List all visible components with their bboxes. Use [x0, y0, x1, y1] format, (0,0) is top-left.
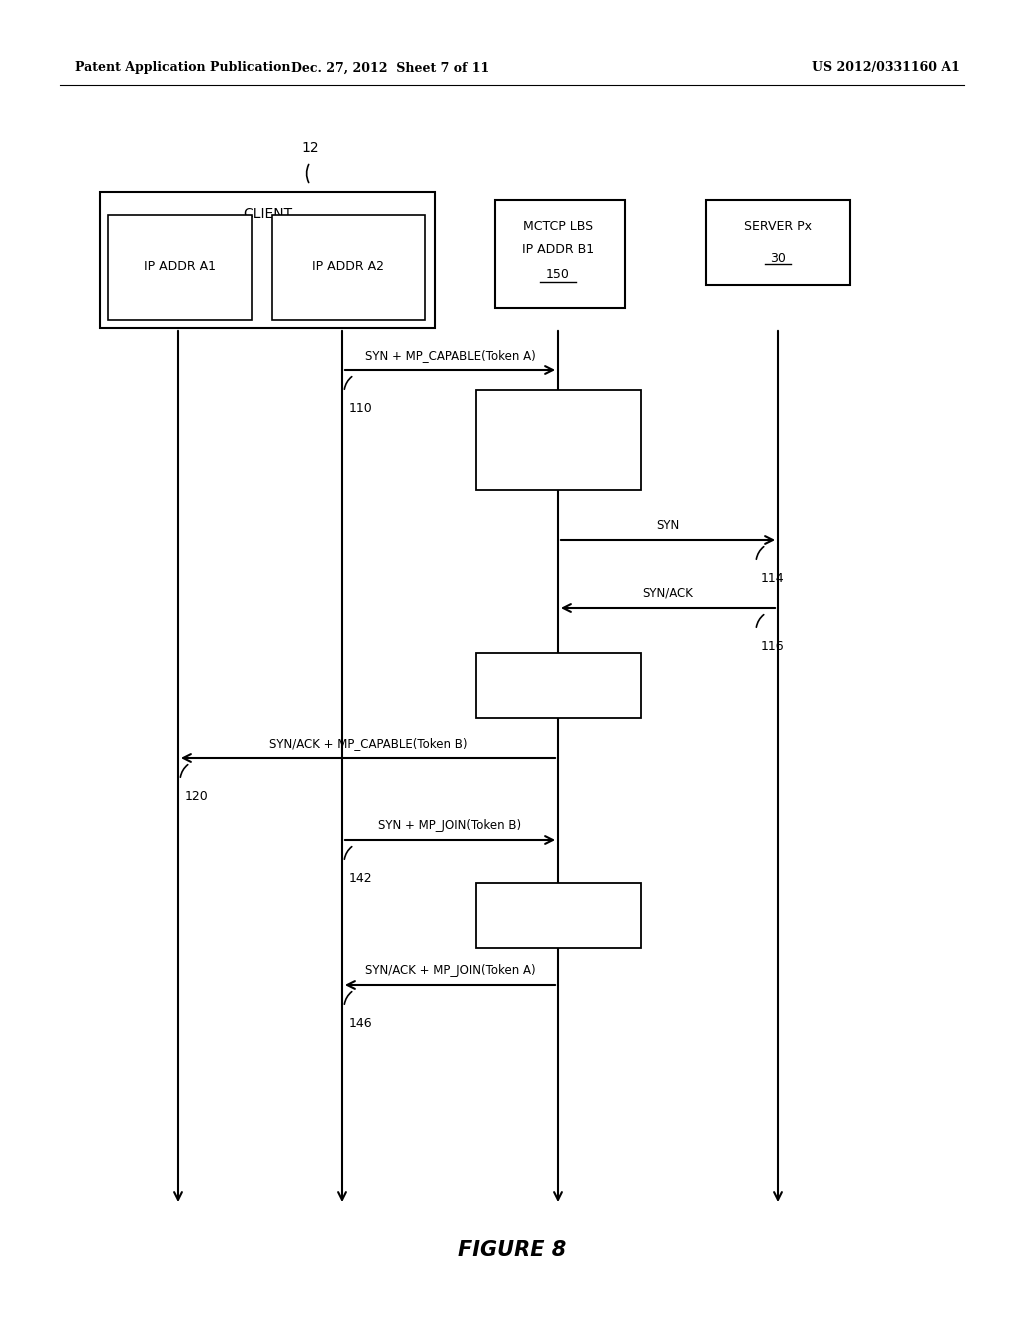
Bar — [706, 201, 850, 285]
Text: SYN/ACK + MP_CAPABLE(Token B): SYN/ACK + MP_CAPABLE(Token B) — [268, 737, 467, 750]
Text: MCTCP LBS: MCTCP LBS — [523, 220, 593, 234]
Text: 150: 150 — [546, 268, 570, 281]
Bar — [272, 215, 425, 319]
Text: CREATE SESSION: CREATE SESSION — [505, 446, 611, 459]
Bar — [108, 215, 252, 319]
Text: 110: 110 — [349, 403, 373, 414]
Text: FIND SESSION: FIND SESSION — [514, 669, 602, 681]
Text: 118: 118 — [546, 692, 570, 705]
Text: 116: 116 — [761, 640, 784, 653]
Bar — [475, 652, 640, 718]
Text: FIND SESSION: FIND SESSION — [514, 899, 602, 912]
Text: IP ADDR A2: IP ADDR A2 — [312, 260, 384, 273]
Bar — [100, 191, 435, 327]
Text: FIGURE 8: FIGURE 8 — [458, 1239, 566, 1261]
Text: SYN/ACK + MP_JOIN(Token A): SYN/ACK + MP_JOIN(Token A) — [365, 964, 536, 977]
Text: 30: 30 — [770, 252, 786, 265]
Text: Dec. 27, 2012  Sheet 7 of 11: Dec. 27, 2012 Sheet 7 of 11 — [291, 62, 489, 74]
Text: 146: 146 — [349, 1016, 373, 1030]
Text: SERVER Px: SERVER Px — [744, 220, 812, 234]
Bar — [495, 201, 625, 308]
Text: 112: 112 — [546, 467, 569, 480]
Text: 120: 120 — [185, 789, 209, 803]
Bar — [475, 883, 640, 948]
Text: SERVER Px;: SERVER Px; — [522, 425, 594, 438]
Text: 114: 114 — [761, 572, 784, 585]
Text: CLIENT: CLIENT — [244, 207, 293, 220]
Text: 12: 12 — [301, 141, 318, 154]
Text: IP ADDR B1: IP ADDR B1 — [522, 243, 594, 256]
Text: US 2012/0331160 A1: US 2012/0331160 A1 — [812, 62, 961, 74]
Text: SYN + MP_JOIN(Token B): SYN + MP_JOIN(Token B) — [379, 818, 521, 832]
Text: 142: 142 — [349, 873, 373, 884]
Text: SYN: SYN — [656, 519, 680, 532]
Text: SELECT: SELECT — [535, 405, 582, 417]
Text: 144: 144 — [546, 921, 569, 935]
Text: SYN/ACK: SYN/ACK — [643, 587, 693, 601]
Text: IP ADDR A1: IP ADDR A1 — [144, 260, 216, 273]
Bar — [475, 389, 640, 490]
Text: SYN + MP_CAPABLE(Token A): SYN + MP_CAPABLE(Token A) — [365, 348, 536, 362]
Text: Patent Application Publication: Patent Application Publication — [75, 62, 291, 74]
